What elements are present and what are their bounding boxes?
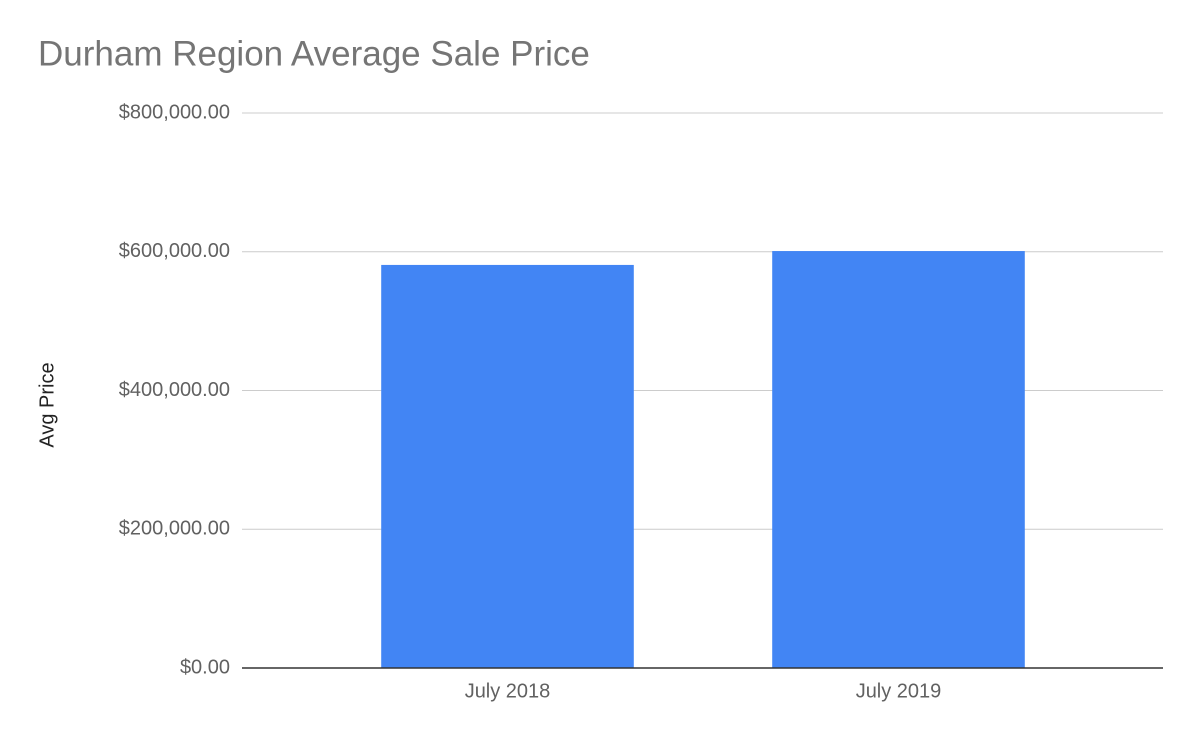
y-tick-label: $400,000.00 <box>119 379 230 401</box>
x-tick-label: July 2019 <box>856 680 942 702</box>
y-axis-title: Avg Price <box>36 362 58 447</box>
bar <box>772 251 1025 668</box>
y-tick-label: $200,000.00 <box>119 518 230 540</box>
chart-title: Durham Region Average Sale Price <box>38 34 590 73</box>
x-tick-label: July 2018 <box>465 680 551 702</box>
y-tick-label: $800,000.00 <box>119 101 230 123</box>
bar <box>381 264 634 668</box>
y-tick-label: $0.00 <box>180 656 230 678</box>
y-tick-label: $600,000.00 <box>119 240 230 262</box>
